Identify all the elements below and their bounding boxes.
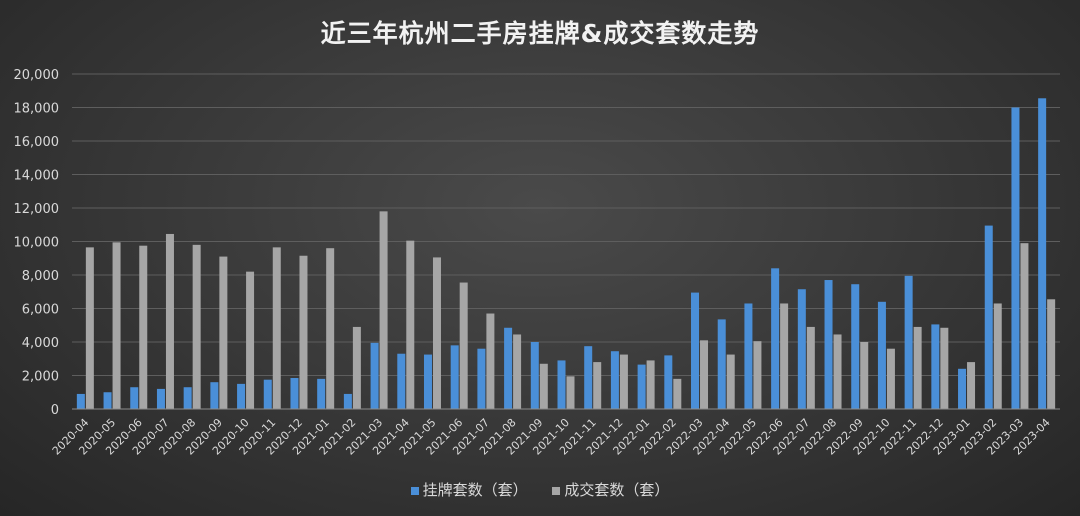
chart-title: 近三年杭州二手房挂牌&成交套数走势: [320, 19, 760, 48]
legend-swatch-listings: [410, 486, 419, 495]
bar-listings: [156, 388, 165, 409]
bar-transactions: [993, 303, 1002, 409]
bar-listings: [397, 353, 406, 409]
bar-listings: [130, 387, 139, 409]
bar-listings: [958, 368, 967, 409]
y-tick-label: 14,000: [14, 169, 60, 184]
y-tick-label: 2,000: [22, 370, 59, 385]
bar-listings: [423, 354, 432, 409]
bar-transactions: [726, 354, 735, 409]
y-tick-label: 4,000: [22, 336, 59, 351]
bar-transactions: [246, 271, 255, 409]
bar-listings: [664, 355, 673, 409]
y-tick-label: 0: [51, 403, 59, 418]
legend-label-transactions: 成交套数（套）: [564, 481, 670, 499]
bar-transactions: [539, 363, 548, 409]
bar-transactions: [219, 256, 228, 409]
bar-transactions: [379, 211, 388, 409]
bar-transactions: [566, 376, 575, 409]
bar-listings: [343, 393, 352, 409]
bar-transactions: [112, 242, 121, 409]
bar-listings: [76, 393, 85, 409]
bar-transactions: [860, 342, 869, 409]
bar-transactions: [1020, 243, 1029, 409]
bar-listings: [691, 292, 700, 409]
bar-listings: [477, 348, 486, 409]
bar-transactions: [700, 340, 709, 409]
bar-listings: [317, 378, 326, 409]
bar-listings: [931, 324, 940, 409]
y-tick-label: 16,000: [14, 135, 60, 150]
bar-transactions: [646, 360, 655, 409]
bar-transactions: [432, 257, 441, 409]
bar-listings: [877, 301, 886, 409]
bar-listings: [984, 225, 993, 409]
legend-swatch-transactions: [552, 486, 561, 495]
bar-listings: [450, 345, 459, 409]
y-tick-label: 20,000: [14, 68, 60, 83]
bar-listings: [824, 280, 833, 409]
bar-listings: [1011, 107, 1020, 409]
bar-listings: [557, 360, 566, 409]
legend-item-listings: 挂牌套数（套）: [410, 479, 528, 500]
y-tick-label: 8,000: [22, 269, 59, 284]
bar-transactions: [913, 326, 922, 409]
bar-transactions: [85, 247, 94, 409]
bar-listings: [237, 383, 246, 409]
bar-listings: [210, 382, 219, 409]
bar-listings: [717, 319, 726, 409]
bar-listings: [504, 327, 513, 409]
bar-listings: [797, 289, 806, 409]
bar-transactions: [352, 326, 361, 409]
legend-label-listings: 挂牌套数（套）: [422, 481, 528, 499]
bar-transactions: [619, 354, 628, 409]
bar-listings: [290, 378, 299, 409]
bar-transactions: [299, 255, 308, 409]
bar-transactions: [486, 313, 495, 409]
bar-transactions: [513, 334, 522, 409]
bar-transactions: [139, 245, 148, 409]
bar-listings: [530, 342, 539, 409]
bar-transactions: [459, 282, 468, 409]
bar-listings: [610, 351, 619, 409]
bar-transactions: [1047, 299, 1056, 409]
bar-transactions: [192, 244, 201, 409]
bar-transactions: [886, 348, 895, 409]
bar-listings: [263, 379, 272, 409]
bar-listings: [904, 275, 913, 409]
bar-transactions: [806, 326, 815, 409]
bar-transactions: [780, 303, 789, 409]
y-tick-label: 18,000: [14, 102, 60, 117]
bar-listings: [584, 346, 593, 409]
bar-transactions: [753, 341, 762, 409]
bar-listings: [637, 364, 646, 409]
legend-item-transactions: 成交套数（套）: [552, 479, 669, 500]
bar-transactions: [673, 378, 682, 409]
bar-listings: [183, 387, 192, 409]
bar-transactions: [272, 247, 281, 409]
bar-transactions: [326, 248, 335, 409]
bar-transactions: [833, 334, 842, 409]
bar-transactions: [165, 233, 174, 409]
bar-transactions: [940, 327, 949, 409]
bar-listings: [1038, 98, 1047, 409]
y-tick-label: 10,000: [14, 236, 60, 251]
bar-transactions: [593, 362, 602, 409]
bar-listings: [851, 284, 860, 409]
bar-listings: [103, 392, 112, 409]
bar-listings: [370, 342, 379, 409]
bar-listings: [744, 303, 753, 409]
legend: 挂牌套数（套） 成交套数（套）: [0, 479, 1080, 500]
bar-transactions: [406, 240, 415, 409]
y-tick-label: 6,000: [22, 303, 59, 318]
bar-transactions: [967, 362, 976, 409]
y-tick-label: 12,000: [14, 202, 60, 217]
bar-listings: [771, 268, 780, 409]
